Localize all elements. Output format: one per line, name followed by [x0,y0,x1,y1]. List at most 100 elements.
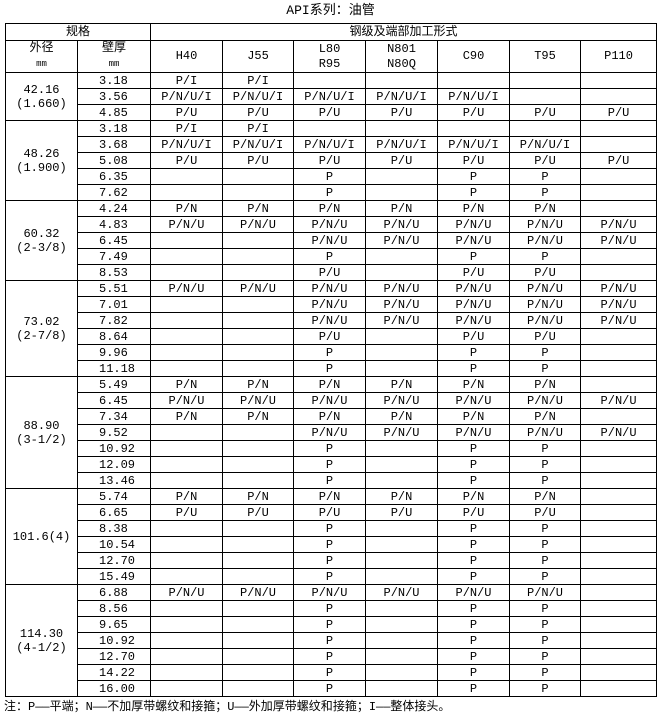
end-finish-cell [150,184,224,201]
wall-thickness-cell: 8.53 [76,264,152,281]
end-finish-cell [580,568,658,585]
end-finish-cell: P/N [509,408,582,425]
end-finish-cell: P/U [580,104,658,121]
end-finish-cell: P/N [150,488,224,505]
end-finish-cell [365,248,439,265]
table-row: 114.30 (4-1/2) 6.88 P/N/U P/N/U P/N/U P/N/U P/N… [5,584,658,697]
end-finish-cell: P/N/U [293,424,367,441]
wall-thickness-cell: 11.18 [76,360,152,377]
end-finish-cell [365,664,439,681]
end-finish-cell [150,264,224,281]
od-value: 101.6(4) [12,529,71,544]
end-finish-cell: P/N/U [509,312,582,329]
table-row: 7.82 P/N/U P/N/U P/N/U P/N/U P/N/U [6,312,658,329]
wall-thickness-cell: 5.49 [76,376,152,393]
wall-thickness-cell: 9.96 [76,344,152,361]
end-finish-cell: P/N/U [509,392,582,409]
end-finish-cell: P/N/U/I [365,88,439,105]
end-finish-cell: P [437,248,511,265]
end-finish-cell: P/U [293,328,367,345]
end-finish-cell: P/U [222,504,295,521]
end-finish-cell [222,520,295,537]
end-finish-cell: P [437,600,511,617]
end-finish-cell: P [509,248,582,265]
end-finish-cell [222,472,295,489]
end-finish-cell: P/N [365,376,439,393]
table-row: 73.02 (2-7/8) 5.51 P/N/U P/N/U P/N/U P/N/U P/N/… [5,280,658,377]
end-finish-cell: P/N/U [437,280,511,297]
end-finish-cell: P/N [365,200,439,217]
end-finish-cell: P [437,168,511,185]
od-value: 114.30 [19,626,64,641]
end-finish-cell [293,72,367,89]
end-finish-cell: P [293,456,367,473]
wall-thickness-cell: 7.62 [76,184,152,201]
end-finish-cell: P [509,552,582,569]
end-finish-cell: P [437,568,511,585]
end-finish-cell [580,520,658,537]
end-finish-cell: P/U [293,504,367,521]
end-finish-cell: P [509,680,582,697]
end-finish-cell: P [293,600,367,617]
od-inch: (2-7/8) [16,328,67,343]
end-finish-cell [150,520,224,537]
end-finish-cell: P [509,184,582,201]
end-finish-cell [580,584,658,601]
end-finish-cell: P/U [222,104,295,121]
wall-thickness-cell: 5.51 [76,280,152,297]
grade-header: P110 [580,40,658,73]
end-finish-cell: P/N [365,488,439,505]
wall-thickness-cell: 4.24 [76,200,152,217]
wall-thickness-cell: 12.09 [76,456,152,473]
wall-thickness-cell: 8.56 [76,600,152,617]
end-finish-cell [150,456,224,473]
end-finish-cell: P/I [222,120,295,137]
end-finish-cell: P/N/U [365,296,439,313]
end-finish-cell [365,344,439,361]
end-finish-cell: P/N/U [222,216,295,233]
table-row: 101.6(4) 5.74 P/N P/N P/N P/N P/N P/N [5,488,658,585]
wall-thickness-cell: 12.70 [76,552,152,569]
end-finish-cell [222,360,295,377]
od-inch: (1.660) [16,96,67,111]
end-finish-cell [365,440,439,457]
end-finish-cell [580,648,658,665]
table-row: 8.53 P/U P/U P/U [6,264,658,281]
end-finish-cell [365,648,439,665]
wall-thickness-cell: 3.68 [76,136,152,153]
od-cell: 114.30 (4-1/2) [5,584,78,697]
end-finish-cell: P/I [150,120,224,137]
end-finish-cell [365,328,439,345]
table-row: 6.65 P/U P/U P/U P/U P/U P/U [6,504,658,521]
end-finish-cell: P/N/U [293,312,367,329]
end-finish-cell [222,632,295,649]
table-row: 15.49 P P P [6,568,658,585]
end-finish-cell [222,440,295,457]
end-finish-cell [580,264,658,281]
end-finish-cell [150,616,224,633]
end-finish-cell [365,360,439,377]
end-finish-cell: P [437,440,511,457]
end-finish-cell: P/U [365,504,439,521]
wall-thickness-cell: 7.34 [76,408,152,425]
end-finish-cell [365,184,439,201]
end-finish-cell [580,488,658,505]
end-finish-cell: P [293,568,367,585]
end-finish-cell [365,680,439,697]
end-finish-cell: P [293,248,367,265]
end-finish-cell: P [293,360,367,377]
end-finish-cell: P/N [222,488,295,505]
end-finish-cell: P/N/U [437,392,511,409]
end-finish-cell: P/N/U [222,280,295,297]
table-row: 60.32 (2-3/8) 4.24 P/N P/N P/N P/N P/N P/N [5,200,658,281]
end-finish-cell [580,200,658,217]
end-finish-cell [222,648,295,665]
end-finish-cell [150,680,224,697]
end-finish-cell: P [293,680,367,697]
end-finish-cell [222,680,295,697]
end-finish-cell: P [293,616,367,633]
table-row: 13.46 P P P [6,472,658,489]
table-row: 11.18 P P P [6,360,658,377]
grade-header: N801 N80Q [365,40,439,73]
end-finish-cell: P [437,344,511,361]
